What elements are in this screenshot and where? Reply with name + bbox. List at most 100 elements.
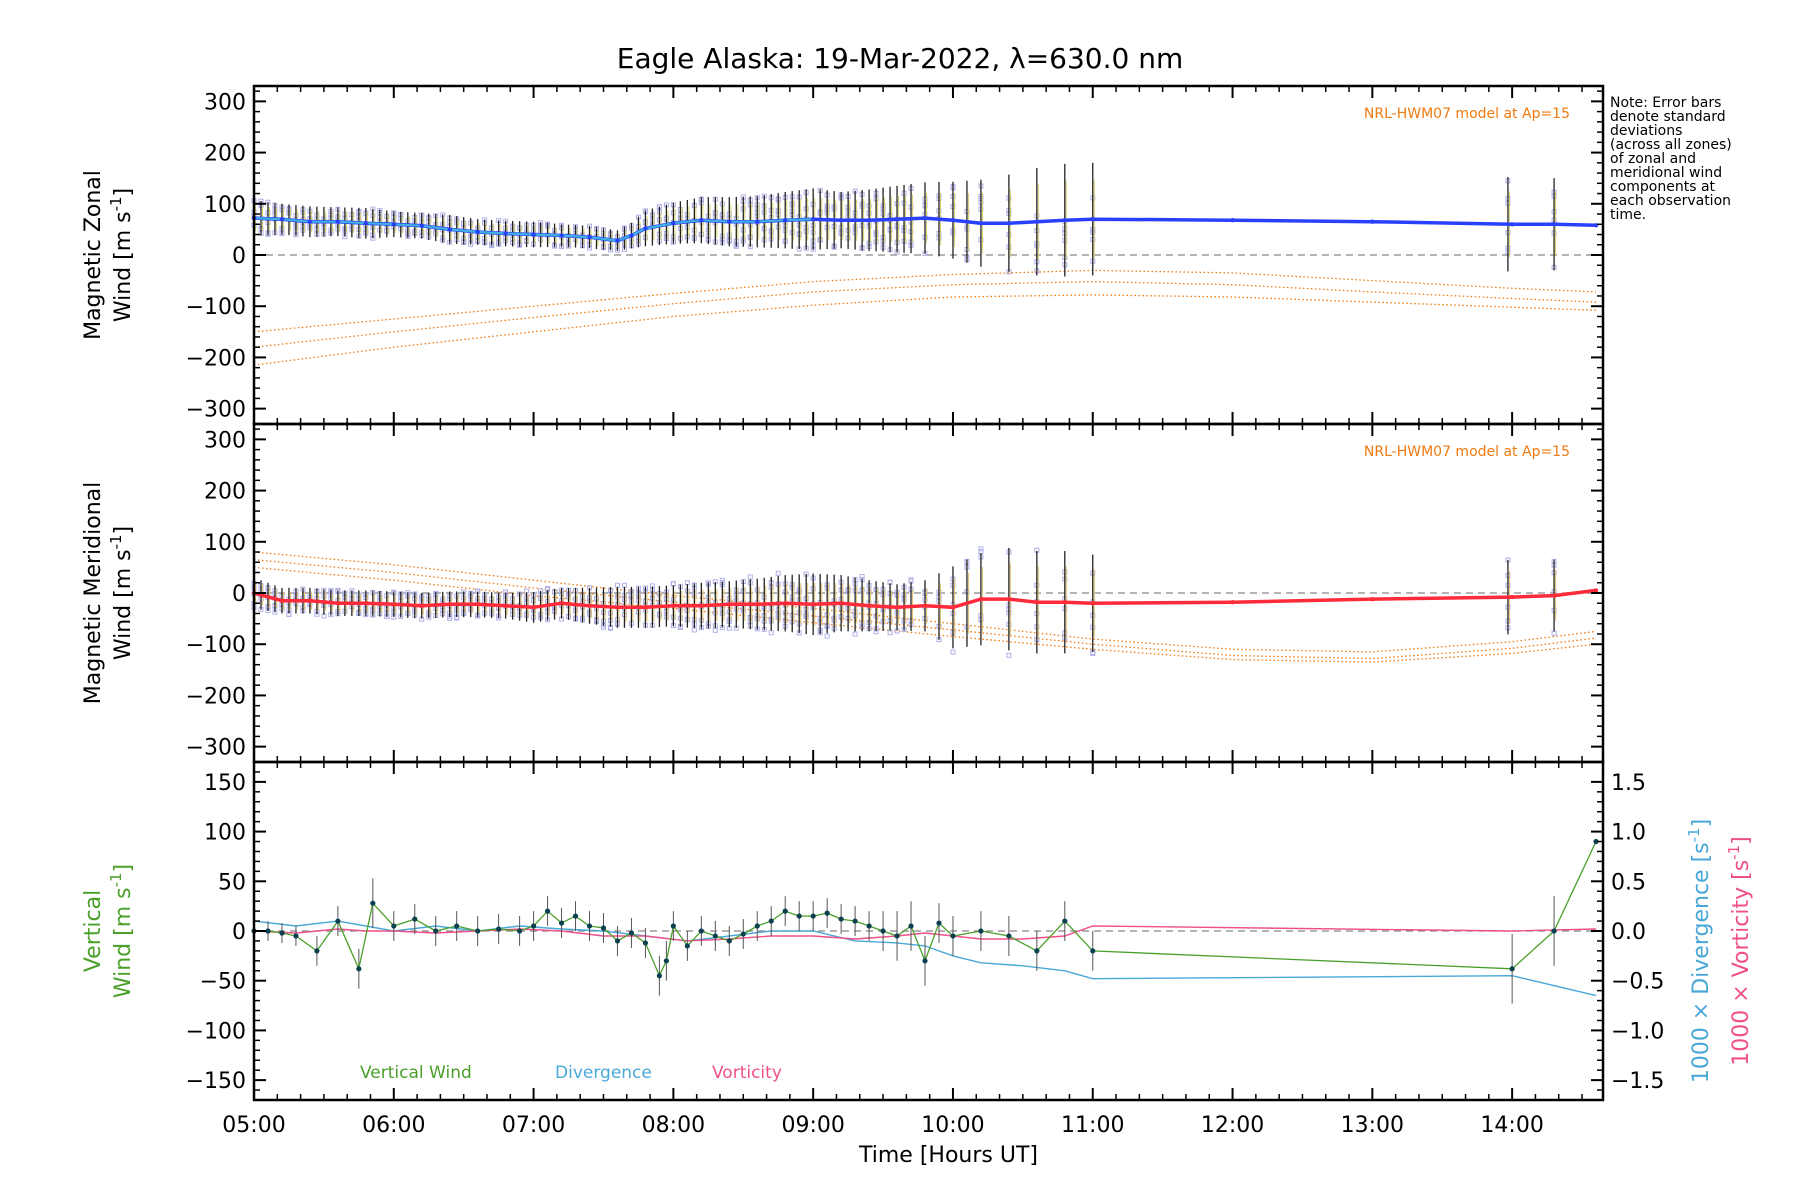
vertical-wind-point [866, 923, 872, 929]
vertical-wind-point [908, 923, 914, 929]
wind-point [559, 233, 564, 238]
legend-item: Vorticity [712, 1063, 782, 1083]
y2-tick-label: 0.5 [1611, 870, 1646, 895]
note-line: components at [1610, 179, 1716, 195]
y-axis-title-line2: Wind [m s-1] [107, 526, 136, 660]
vertical-wind-point [391, 923, 397, 929]
wind-point [1090, 601, 1095, 606]
wind-point [866, 603, 872, 609]
y-tick-label: 200 [204, 142, 246, 167]
vertical-wind-point [496, 926, 502, 932]
wind-point [615, 238, 620, 243]
model-curve-label: 260 km [1508, 0, 1550, 3]
vertical-wind-point [586, 923, 593, 929]
y-tick-label: −200 [186, 684, 246, 709]
wind-point [643, 226, 648, 231]
wind-point [783, 217, 788, 223]
vertical-wind-point [782, 908, 788, 914]
wind-point [475, 602, 480, 607]
y-tick-label: 0 [232, 920, 246, 945]
vertical-wind-point [454, 923, 460, 929]
y-axis-title-line1: Magnetic Meridional [81, 482, 106, 704]
model-label: NRL-HWM07 model at Ap=15 [1364, 444, 1570, 460]
y-axis-title-line1: Vertical [81, 890, 106, 972]
y-tick-label: −50 [200, 970, 246, 995]
y-unit: Wind [m s [111, 887, 136, 998]
wind-point [727, 602, 732, 607]
model-curve-220-km [253, 566, 1597, 663]
x-tick-label: 13:00 [1341, 1113, 1404, 1138]
vertical-wind-point [614, 938, 621, 944]
vertical-wind-point [314, 948, 320, 954]
note-line: denote standard [1610, 109, 1726, 125]
y-unit-end: ] [111, 864, 136, 873]
vertical-wind-point [1006, 933, 1012, 939]
wind-point [391, 602, 396, 607]
zone-point [1090, 651, 1096, 657]
vertical-wind-point [978, 928, 984, 934]
wind-point [950, 605, 956, 610]
panel-frame [252, 760, 1605, 1102]
y2-label-sup: -1 [1685, 827, 1703, 842]
wind-point [699, 603, 704, 609]
wind-point [587, 603, 592, 609]
wind-point [755, 219, 760, 224]
note-line: time. [1610, 207, 1647, 223]
chart-title: Eagle Alaska: 19-Mar-2022, λ=630.0 nm [617, 42, 1183, 75]
wind-point [307, 219, 313, 224]
wind-point [810, 216, 816, 222]
wind-point [894, 605, 900, 610]
wind-point [447, 227, 452, 232]
note-line: each observation [1610, 193, 1732, 209]
vertical-wind-point [894, 933, 900, 939]
y2-tick-label: −1.5 [1611, 1069, 1664, 1094]
wind-point [1062, 217, 1067, 223]
wind-point [838, 601, 844, 606]
zone-point [978, 546, 984, 552]
vertical-wind-point [412, 916, 418, 922]
vertical-wind-point [475, 928, 481, 934]
y-unit-end: ] [111, 526, 136, 535]
vertical-wind-point [370, 900, 376, 906]
zone-point [768, 630, 774, 636]
y-tick-label: 300 [204, 428, 246, 453]
y2-label: 1000 × Divergence [s [1689, 842, 1714, 1083]
zone-point [1006, 652, 1012, 658]
y-tick-label: 100 [204, 531, 246, 556]
wind-point [978, 596, 984, 602]
y-tick-label: 200 [204, 480, 246, 505]
vertical-wind-point [880, 928, 886, 934]
zonal-wind-line-light [253, 217, 814, 242]
y2-tick-label: 0.0 [1611, 920, 1646, 945]
wind-point [866, 217, 872, 223]
vertical-wind-point [544, 908, 551, 914]
vertical-wind-point [768, 918, 774, 924]
zone-point [950, 649, 956, 655]
wind-point [1034, 219, 1040, 224]
y-axis-title: Magnetic Zonal Wind [m s-1] [81, 170, 136, 340]
wind-point [279, 598, 285, 603]
zone-point [978, 549, 984, 555]
wind-point [783, 601, 788, 606]
wind-point [391, 222, 396, 227]
y-tick-label: −100 [186, 1019, 246, 1044]
wind-point [615, 605, 620, 610]
vertical-wind-point [936, 920, 942, 926]
wind-point [335, 219, 341, 224]
y-tick-label: −300 [186, 398, 246, 423]
model-curve-240-km [253, 280, 1597, 348]
vertical-wind-point [642, 940, 649, 946]
y2-axis-title-text: 1000 × Vorticity [s-1] [1725, 836, 1754, 1065]
zone-point [614, 582, 620, 588]
note-line: deviations [1610, 123, 1683, 139]
vertical-wind-point [293, 933, 299, 939]
y2-label-sup: -1 [1725, 845, 1743, 860]
y-tick-label: −200 [186, 346, 246, 371]
background-layer [251, 178, 1603, 932]
wind-point [922, 215, 928, 221]
y-tick-label: −300 [186, 736, 246, 761]
wind-point [307, 598, 313, 603]
x-tick-label: 14:00 [1480, 1113, 1543, 1138]
x-tick-label: 12:00 [1201, 1113, 1264, 1138]
